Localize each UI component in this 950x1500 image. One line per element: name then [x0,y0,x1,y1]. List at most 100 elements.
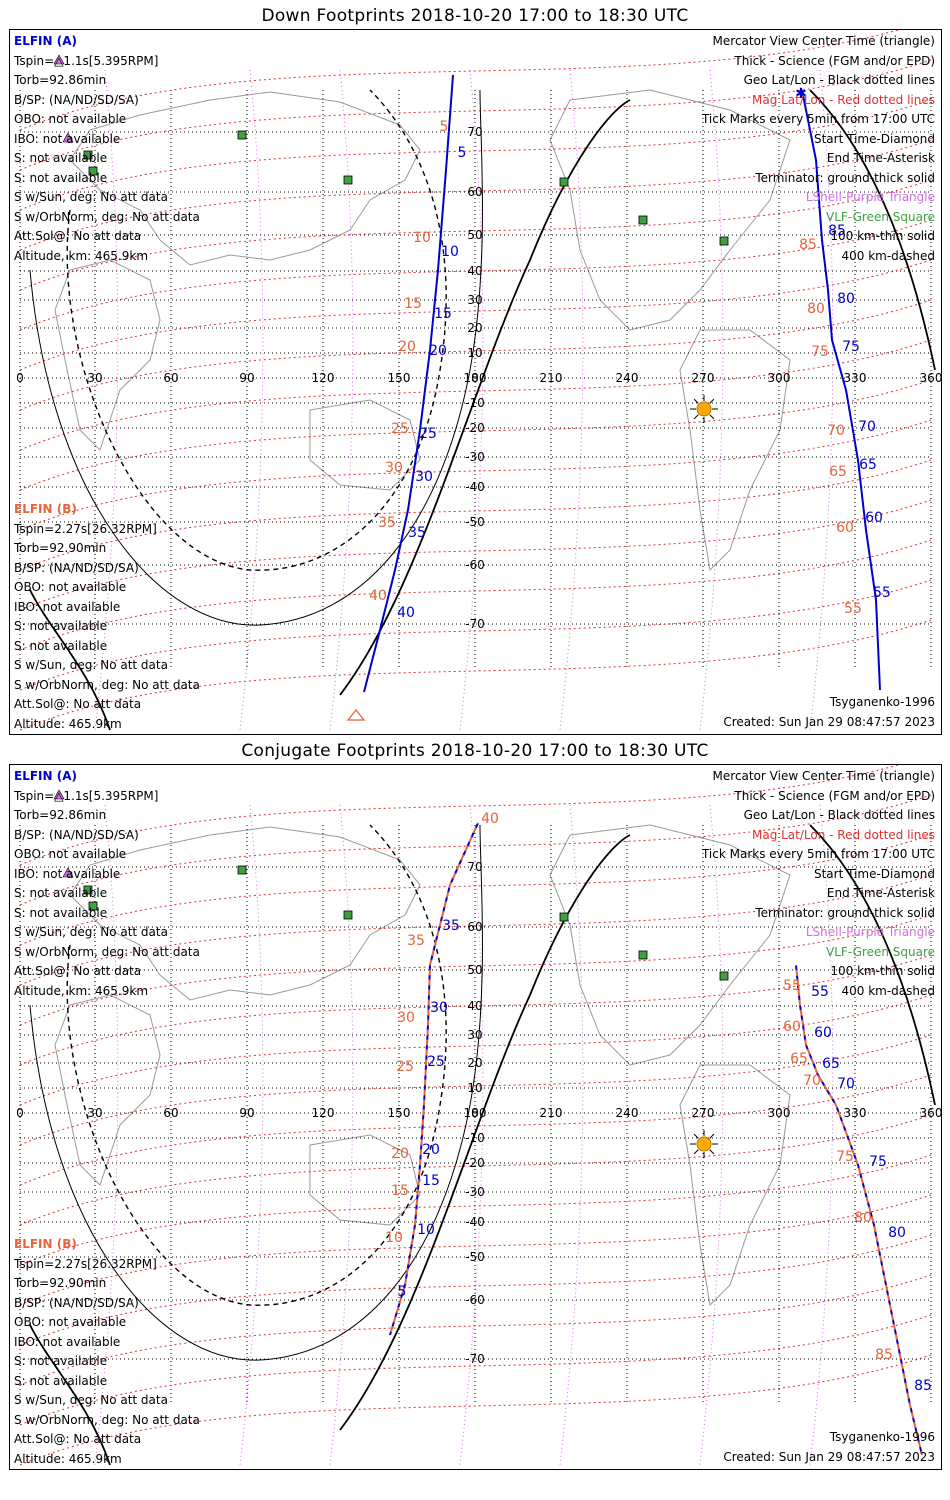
lon-axis-label: 90 [239,1106,254,1120]
vlf-square [559,912,569,922]
mag-lon-line [329,804,354,1466]
panel-title-conjugate: Conjugate Footprints 2018-10-20 17:00 to… [241,741,709,761]
elfin-b-label: ELFIN (B) [14,502,77,516]
lon-axis-label: 330 [844,1106,867,1120]
tick-label-a: 60 [814,1025,832,1041]
elfin-b-altitude: Altitude: 465.9km [14,716,122,731]
tick-label-a: 35 [442,918,460,934]
mag-lat-line [19,419,932,531]
legend-start: Start Time-Diamond [813,866,935,881]
lon-axis-label: 180 [464,371,487,385]
lon-axis-label: 360 [920,371,942,385]
mag-lat-line [19,954,932,1066]
lon-axis-label: 0 [16,371,24,385]
mag-lat-line [19,30,900,131]
tick-label-b: 25 [396,1059,414,1075]
elfin-a-attsol: Att.Sol@: No att data [14,964,142,978]
lat-axis-label: 70 [467,125,482,139]
legend-thick: Thick - Science (FGM and/or EPD) [734,788,935,803]
mag-lon-line [239,69,264,731]
mag-lat-line [19,1034,932,1146]
lat-axis-label: -30 [465,1185,485,1199]
elfin-b-s1: S: not available [14,1354,108,1368]
lat-axis-label: -40 [465,480,485,494]
mag-lat-line [19,834,932,946]
tick-label-a: 10 [441,244,459,260]
mag-lon-line [809,69,834,731]
lat-axis-label: -60 [465,558,485,572]
legend-400km: 400 km-dashed [841,983,935,998]
legend-vlf: VLF-Green Square [826,944,935,959]
mag-lat-line [19,219,932,331]
mag-lat-line [19,794,932,906]
land-outline [309,399,421,491]
map-legend: Mercator View Center Time (triangle) Thi… [702,32,935,266]
mag-lat-line [19,994,932,1106]
elfin-b-s2: S: not available [14,638,108,653]
land-outline [69,826,421,1001]
elfin-b-ibo: IBO: not available [14,1334,121,1349]
elfin-b-bsp: B/SP: (NA/ND/SD/SA) [14,560,139,575]
land-outline [54,994,161,1186]
elfin-a-altitude: Altitude, km: 465.9km [14,983,149,998]
tick-label-b: 20 [398,339,416,355]
panel-title-down: Down Footprints 2018-10-20 17:00 to 18:3… [261,6,689,26]
elfin-b-sworb: S w/OrbNorm, deg: No att data [14,1412,200,1427]
terminator-line [339,834,631,1431]
land-outline [679,1064,791,1307]
tick-label-a: 75 [869,1154,887,1170]
land-outline [549,824,791,1066]
footprint-track-b [795,964,923,1456]
lat-axis-label: -10 [465,396,485,410]
land-outline [549,89,791,331]
legend-end: End Time-Asterisk [826,151,935,165]
lon-axis-label: 240 [616,1106,639,1120]
vlf-square [343,910,353,920]
mag-lon-line [239,804,264,1466]
lon-axis-label: 270 [692,371,715,385]
tick-label-a: 75 [842,339,860,355]
vlf-square [237,865,247,875]
tick-label-b: 85 [875,1347,893,1363]
tick-label-a: 25 [427,1054,445,1070]
legend-geo: Geo Lat/Lon - Black dotted lines [743,73,935,87]
elfin-b-swsun: S w/Sun, deg: No att data [14,658,168,672]
tick-label-a: 70 [858,419,876,435]
lat-axis-label: 30 [467,1028,482,1042]
lat-axis-label: 10 [467,1081,482,1095]
mag-lon-line [559,69,584,731]
lon-axis-label: 330 [844,371,867,385]
tick-label-b: 30 [397,1010,415,1026]
tick-label-b: 60 [783,1019,801,1035]
vlf-square [719,971,729,981]
legend-lshell: LShell-Purple Triangle [805,925,935,939]
mag-lat-line [19,259,932,371]
elfin-b-s1: S: not available [14,619,108,633]
lat-axis-label: -20 [465,1156,485,1170]
elfin-a-info: ELFIN (A) Tspin=△1.1s[5.395RPM] Torb=92.… [14,767,200,1001]
legend-ticks: Tick Marks every 5min from 17:00 UTC [701,112,935,126]
lon-axis-label: 60 [163,371,178,385]
tick-label-b: 20 [391,1146,409,1162]
mag-lon-line [459,804,484,1466]
tick-label-a: 30 [430,1000,448,1016]
tick-label-b: 80 [854,1210,872,1226]
elfin-b-tspin: Tspin=2.27s[26.32RPM] [14,1256,157,1271]
tick-label-a: 80 [837,291,855,307]
mag-lon-line [329,69,354,731]
tick-label-b: 10 [385,1230,403,1246]
terminator-line [809,89,936,371]
lat-axis-label: 50 [467,963,482,977]
lat-axis-label: -50 [465,1250,485,1264]
elfin-a-info: ELFIN (A) Tspin=△1.1s[5.395RPM] Torb=92.… [14,32,200,266]
center-time-triangle [346,708,366,721]
tick-label-b: 60 [836,520,854,536]
elfin-a-sworb: S w/OrbNorm, deg: No att data [14,209,200,224]
tick-label-b: 70 [827,423,845,439]
mag-lat-line [19,579,932,691]
legend-100km: 100 km-thin solid [830,964,935,978]
altitude-100km-curve [29,824,483,1361]
tick-label-a: 5 [458,145,467,161]
lon-axis-label: 180 [464,1106,487,1120]
footprint-track-a [801,89,881,691]
